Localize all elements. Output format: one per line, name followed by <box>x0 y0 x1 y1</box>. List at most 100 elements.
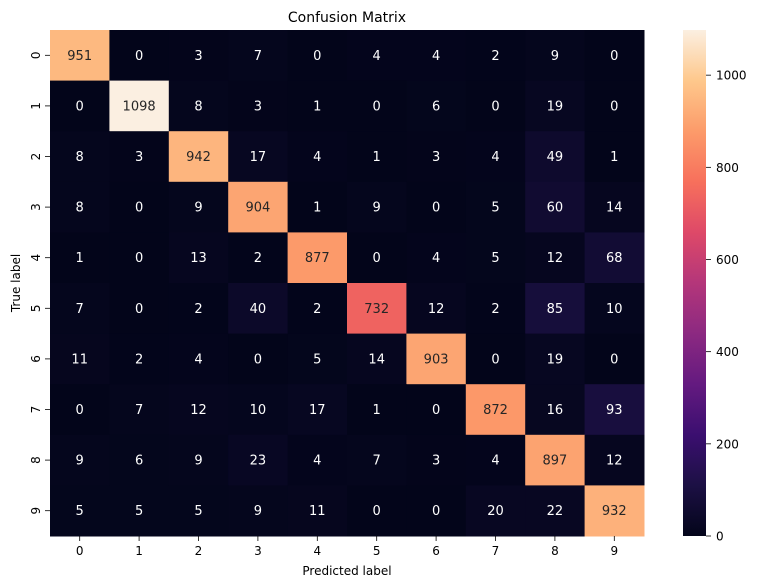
cell-value-label: 2 <box>194 302 202 317</box>
heatmap-cell <box>465 30 526 82</box>
heatmap-cell <box>525 434 586 486</box>
heatmap-cell <box>50 80 110 132</box>
cell-value-label: 16 <box>547 403 564 418</box>
heatmap-cell <box>287 384 348 436</box>
heatmap-cell <box>465 434 526 486</box>
heatmap-cell <box>109 80 170 132</box>
cell-value-label: 4 <box>373 49 381 64</box>
heatmap-cell <box>584 434 645 486</box>
cell-value-label: 10 <box>250 403 267 418</box>
colorbar-tick-label: 1000 <box>716 69 747 83</box>
cell-value-label: 9 <box>254 504 262 519</box>
heatmap-cell <box>228 333 289 385</box>
heatmap-cell <box>347 181 407 233</box>
heatmap-cell <box>50 30 110 82</box>
x-tick-label: 2 <box>195 544 203 558</box>
cell-value-label: 2 <box>491 49 499 64</box>
cell-value-label: 897 <box>542 454 567 469</box>
cell-value-label: 9 <box>194 201 202 216</box>
cell-value-label: 4 <box>491 150 499 165</box>
cell-value-label: 932 <box>602 504 627 519</box>
heatmap-cell <box>168 232 229 284</box>
cell-value-label: 0 <box>432 201 440 216</box>
heatmap-cell <box>465 283 526 335</box>
cell-value-label: 3 <box>194 49 202 64</box>
heatmap-cell <box>525 30 586 82</box>
cell-value-label: 0 <box>373 504 381 519</box>
heatmap-cell <box>168 80 229 132</box>
cell-value-label: 0 <box>254 352 262 367</box>
cell-value-label: 0 <box>610 49 618 64</box>
y-tick-label: 1 <box>29 102 43 110</box>
heatmap-cell <box>228 181 289 233</box>
heatmap-cell <box>287 333 348 385</box>
heatmap-cell <box>109 30 170 82</box>
heatmap-cell <box>287 131 348 183</box>
heatmap-cell <box>168 131 229 183</box>
cell-value-label: 20 <box>487 504 504 519</box>
heatmap-cell <box>347 80 407 132</box>
cell-value-label: 951 <box>67 49 92 64</box>
cell-value-label: 0 <box>135 302 143 317</box>
heatmap-cell <box>525 80 586 132</box>
cell-value-label: 0 <box>76 403 84 418</box>
heatmap-cell <box>287 30 348 82</box>
heatmap-cell <box>465 485 526 537</box>
heatmap-cell <box>287 80 348 132</box>
cell-value-label: 19 <box>547 352 564 367</box>
heatmap-cell <box>525 131 586 183</box>
heatmap-cell <box>406 232 467 284</box>
heatmap-cell <box>287 485 348 537</box>
y-tick-label: 8 <box>29 456 43 464</box>
cell-value-label: 5 <box>135 504 143 519</box>
heatmap-cell <box>525 333 586 385</box>
heatmap-cell <box>109 181 170 233</box>
x-tick-label: 0 <box>76 544 84 558</box>
heatmap-cell <box>406 384 467 436</box>
heatmap-cell <box>109 333 170 385</box>
heatmap-cell <box>584 384 645 436</box>
cell-value-label: 942 <box>186 150 211 165</box>
heatmap-cell <box>228 283 289 335</box>
heatmap-cell <box>584 181 645 233</box>
heatmap-cell <box>50 333 110 385</box>
x-tick-label: 5 <box>373 544 381 558</box>
heatmap-cell <box>109 384 170 436</box>
cell-value-label: 7 <box>373 454 381 469</box>
heatmap-cell <box>347 485 407 537</box>
cell-value-label: 6 <box>135 454 143 469</box>
heatmap-cell <box>228 232 289 284</box>
heatmap-cell <box>168 485 229 537</box>
x-tick-label: 6 <box>432 544 440 558</box>
cell-value-label: 0 <box>135 201 143 216</box>
cell-value-label: 5 <box>76 504 84 519</box>
heatmap-cell <box>584 333 645 385</box>
cell-value-label: 877 <box>305 251 330 266</box>
cell-value-label: 0 <box>491 352 499 367</box>
heatmap-cell <box>287 232 348 284</box>
cell-value-label: 13 <box>190 251 207 266</box>
heatmap-cell <box>465 333 526 385</box>
heatmap-cell <box>584 131 645 183</box>
cell-value-label: 0 <box>432 504 440 519</box>
cell-value-label: 8 <box>76 201 84 216</box>
cell-value-label: 4 <box>313 454 321 469</box>
cell-value-label: 3 <box>254 99 262 114</box>
cell-value-label: 0 <box>135 49 143 64</box>
heatmap-cell <box>228 485 289 537</box>
heatmap-cell <box>406 333 467 385</box>
cell-value-label: 1 <box>373 403 381 418</box>
heatmap-cell <box>465 232 526 284</box>
heatmap-cell <box>406 283 467 335</box>
heatmap-cell <box>50 283 110 335</box>
heatmap-cell <box>50 131 110 183</box>
x-tick-label: 7 <box>492 544 500 558</box>
y-tick-label: 7 <box>29 406 43 414</box>
heatmap-cell <box>109 232 170 284</box>
cell-value-label: 8 <box>76 150 84 165</box>
cell-value-label: 93 <box>606 403 623 418</box>
cell-value-label: 1098 <box>123 99 156 114</box>
colorbar-tick-label: 400 <box>716 345 739 359</box>
cell-value-label: 40 <box>250 302 267 317</box>
cell-value-label: 12 <box>606 454 623 469</box>
